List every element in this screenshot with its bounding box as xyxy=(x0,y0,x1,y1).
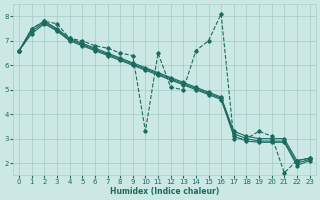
X-axis label: Humidex (Indice chaleur): Humidex (Indice chaleur) xyxy=(110,187,219,196)
